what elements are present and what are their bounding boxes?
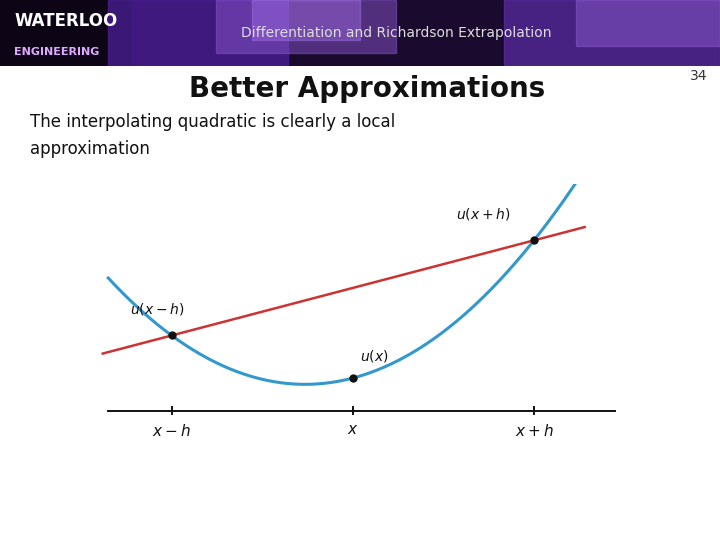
Text: $x$: $x$ bbox=[347, 423, 359, 437]
Text: $u(x)$: $u(x)$ bbox=[360, 348, 389, 364]
Bar bbox=[0, 0, 130, 66]
Text: Better Approximations: Better Approximations bbox=[189, 75, 545, 103]
Text: 34: 34 bbox=[690, 69, 707, 83]
Bar bbox=[504, 0, 720, 66]
Text: $u(x+h)$: $u(x+h)$ bbox=[456, 206, 510, 222]
Text: $x-h$: $x-h$ bbox=[152, 423, 191, 440]
Bar bbox=[252, 0, 360, 40]
Text: $u(x-h)$: $u(x-h)$ bbox=[130, 301, 184, 317]
Text: Differentiation and Richardson Extrapolation: Differentiation and Richardson Extrapola… bbox=[240, 26, 552, 40]
Bar bbox=[576, 0, 720, 46]
Text: WATERLOO: WATERLOO bbox=[14, 12, 117, 30]
Bar bbox=[216, 0, 396, 53]
Bar bbox=[108, 0, 288, 66]
Text: $x+h$: $x+h$ bbox=[515, 423, 554, 440]
Text: The interpolating quadratic is clearly a local
approximation: The interpolating quadratic is clearly a… bbox=[30, 113, 395, 158]
Text: ENGINEERING: ENGINEERING bbox=[14, 47, 100, 57]
